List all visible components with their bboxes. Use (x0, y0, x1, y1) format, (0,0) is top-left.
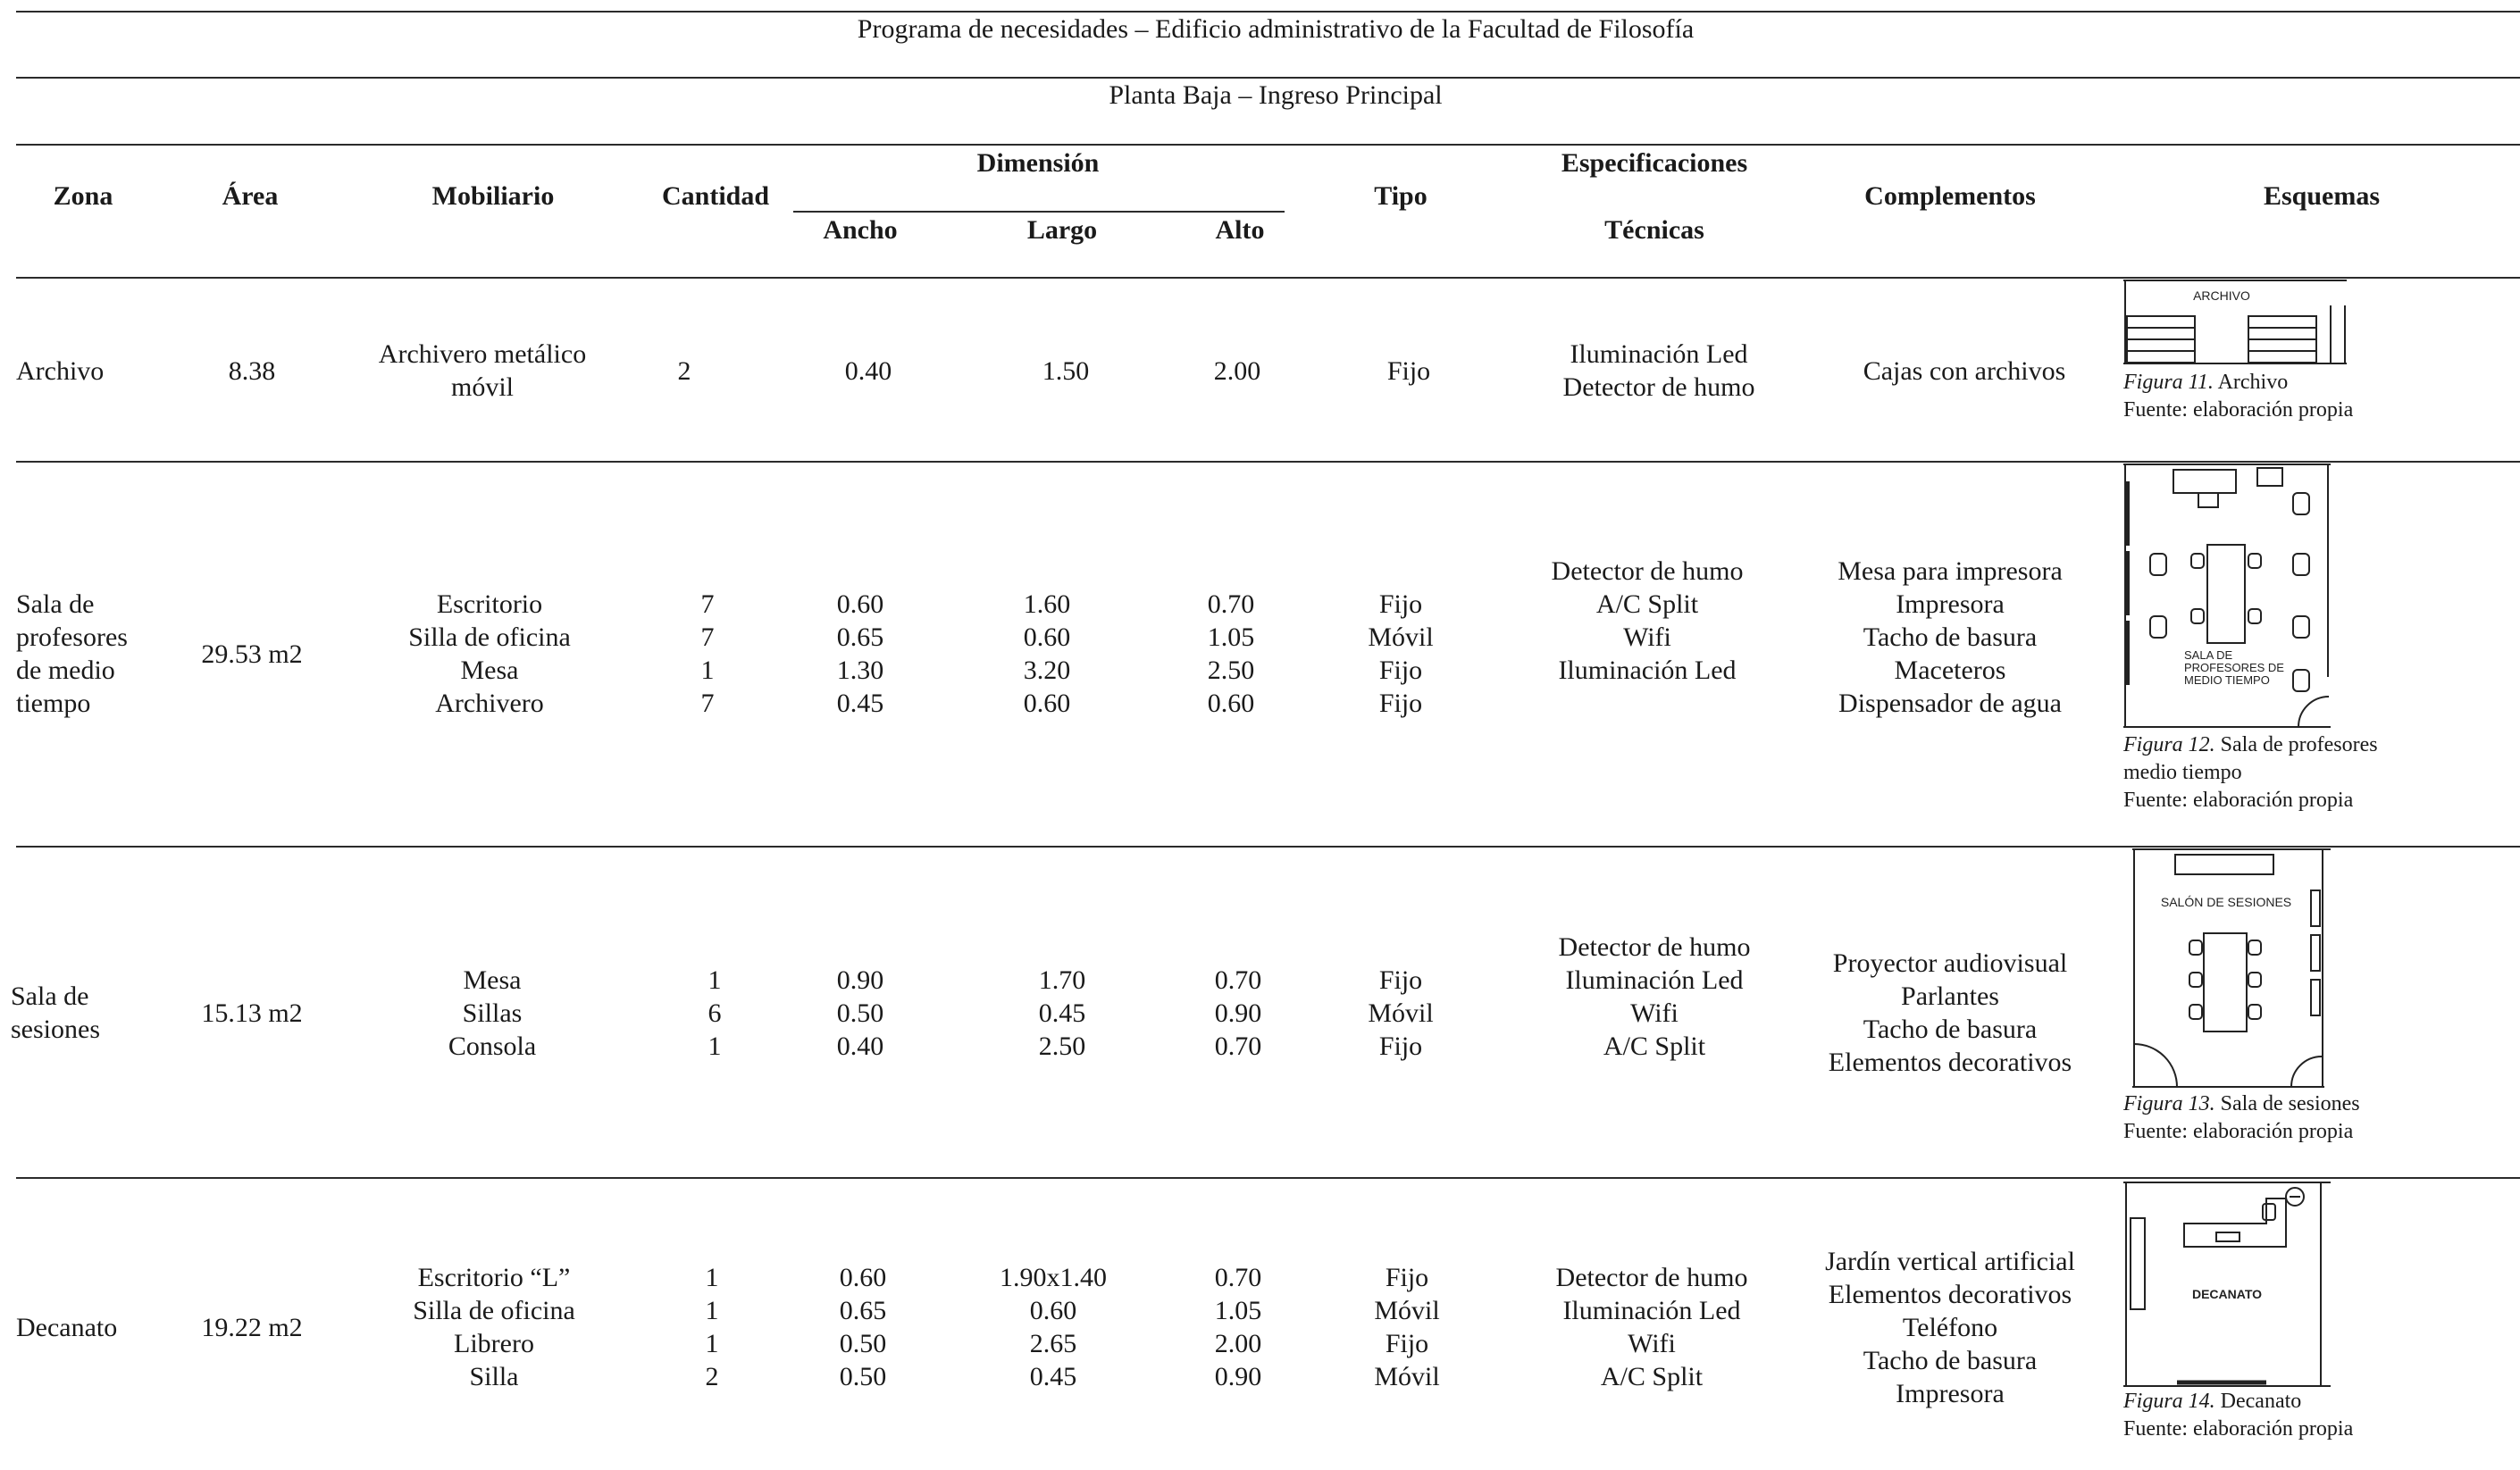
row1-largo: 1.50 (1042, 356, 1090, 386)
header-cantidad: Cantidad (661, 181, 770, 211)
row1-ancho: 0.40 (844, 356, 892, 386)
rule-dimension (793, 211, 1285, 213)
table-title: Programa de necesidades – Edificio admin… (857, 14, 1695, 44)
row3-area: 15.13 m2 (201, 998, 303, 1028)
sala-sesiones-floor-plan: SALÓN DE SESIONES (2123, 848, 2331, 1089)
rule-subtitle (16, 144, 2520, 146)
row2-largo: 1.60 0.60 3.20 0.60 (1023, 589, 1071, 718)
row2-area: 29.53 m2 (201, 639, 303, 669)
row3-zona: Sala de sesiones (11, 981, 100, 1044)
row4-especificaciones: Detector de humo Iluminación Led Wifi A/C S… (1555, 1263, 1748, 1391)
header-mobiliario: Mobiliario (431, 181, 555, 211)
svg-text:SALÓN DE SESIONES: SALÓN DE SESIONES (2161, 895, 2291, 909)
row3-especificaciones: Detector de humo Iluminación Led Wifi A/C S… (1558, 932, 1751, 1061)
svg-text:DECANATO: DECANATO (2192, 1287, 2262, 1301)
row4-largo: 1.90x1.40 0.60 2.65 0.45 (1000, 1263, 1107, 1391)
header-zona: Zona (53, 181, 113, 211)
row4-zona: Decanato (16, 1313, 118, 1342)
row2-zona: Sala de profesores de medio tiempo (16, 589, 128, 718)
row2-tipo: Fijo Móvil Fijo Fijo (1368, 589, 1434, 718)
caption-figura-13: Figura 13. Sala de sesiones Fuente: elabo… (2123, 1092, 2360, 1143)
row3-mobiliario: Mesa Sillas Consola (448, 965, 537, 1061)
row4-complementos: Jardín vertical artificial Elementos deco… (1825, 1247, 2075, 1408)
row4-mobiliario: Escritorio “L” Silla de oficina Librero Sil… (413, 1263, 575, 1391)
header-area: Área (222, 181, 279, 211)
caption-figura-14: Figura 14. Decanato Fuente: elaboración p… (2123, 1390, 2354, 1441)
rule-title (16, 77, 2520, 79)
rule-header-bottom (16, 277, 2520, 279)
row1-complementos: Cajas con archivos (1863, 356, 2066, 386)
header-tipo: Tipo (1374, 181, 1427, 211)
header-dimension: Dimensión (976, 148, 1100, 178)
row1-cantidad: 2 (677, 356, 691, 386)
row2-ancho: 0.60 0.65 1.30 0.45 (836, 589, 884, 718)
row3-complementos: Proyector audiovisual Parlantes Tacho de b… (1828, 948, 2072, 1077)
caption-figura-11: Figura 11. Archivo Fuente: elaboración pr… (2123, 371, 2354, 422)
header-complementos: Complementos (1864, 181, 2036, 211)
archivo-scheme-label: ARCHIVO (2193, 288, 2250, 303)
row3-alto: 0.70 0.90 0.70 (1214, 965, 1262, 1061)
row4-ancho: 0.60 0.65 0.50 0.50 (839, 1263, 887, 1391)
row1-area: 8.38 (228, 356, 276, 386)
header-largo: Largo (1026, 215, 1098, 245)
row1-zona: Archivo (16, 356, 105, 386)
row2-complementos: Mesa para impresora Impresora Tacho de bas… (1838, 556, 2063, 718)
row1-tipo: Fijo (1386, 356, 1431, 386)
header-tecnicas: Técnicas (1604, 215, 1704, 245)
rule-row-2 (16, 846, 2520, 848)
header-esquemas: Esquemas (2263, 181, 2381, 211)
rule-row-3 (16, 1177, 2520, 1179)
header-ancho: Ancho (823, 215, 898, 245)
row3-tipo: Fijo Móvil Fijo (1368, 965, 1434, 1061)
svg-text:MEDIO TIEMPO: MEDIO TIEMPO (2184, 673, 2270, 687)
row4-tipo: Fijo Móvil Fijo Móvil (1374, 1263, 1440, 1391)
row1-especificaciones: Iluminación Led Detector de humo (1562, 339, 1755, 402)
row2-especificaciones: Detector de humo A/C Split Wifi Iluminación… (1551, 556, 1744, 685)
header-alto: Alto (1215, 215, 1265, 245)
archivo-floor-plan: ARCHIVO (2123, 279, 2347, 368)
row1-alto: 2.00 (1213, 356, 1261, 386)
row2-alto: 0.70 1.05 2.50 0.60 (1207, 589, 1255, 718)
table-subtitle: Planta Baja – Ingreso Principal (1109, 80, 1443, 110)
row4-alto: 0.70 1.05 2.00 0.90 (1214, 1263, 1262, 1391)
caption-figura-12: Figura 12. Sala de profesores medio tiemp… (2123, 733, 2378, 812)
decanato-floor-plan: DECANATO (2123, 1179, 2331, 1388)
sala-profesores-floor-plan: SALA DE PROFESORES DE MEDIO TIEMPO (2123, 463, 2331, 729)
svg-text:SALA DE: SALA DE (2184, 648, 2233, 662)
row3-largo: 1.70 0.45 2.50 (1038, 965, 1086, 1061)
row4-area: 19.22 m2 (201, 1313, 303, 1342)
row3-ancho: 0.90 0.50 0.40 (836, 965, 884, 1061)
row1-mobiliario: Archivero metálico móvil (378, 339, 587, 402)
svg-text:PROFESORES DE: PROFESORES DE (2184, 661, 2284, 674)
header-especificaciones: Especificaciones (1561, 148, 1748, 178)
row2-mobiliario: Escritorio Silla de oficina Mesa Archivero (408, 589, 571, 718)
rule-row-1 (16, 461, 2520, 463)
rule-top (16, 11, 2520, 13)
